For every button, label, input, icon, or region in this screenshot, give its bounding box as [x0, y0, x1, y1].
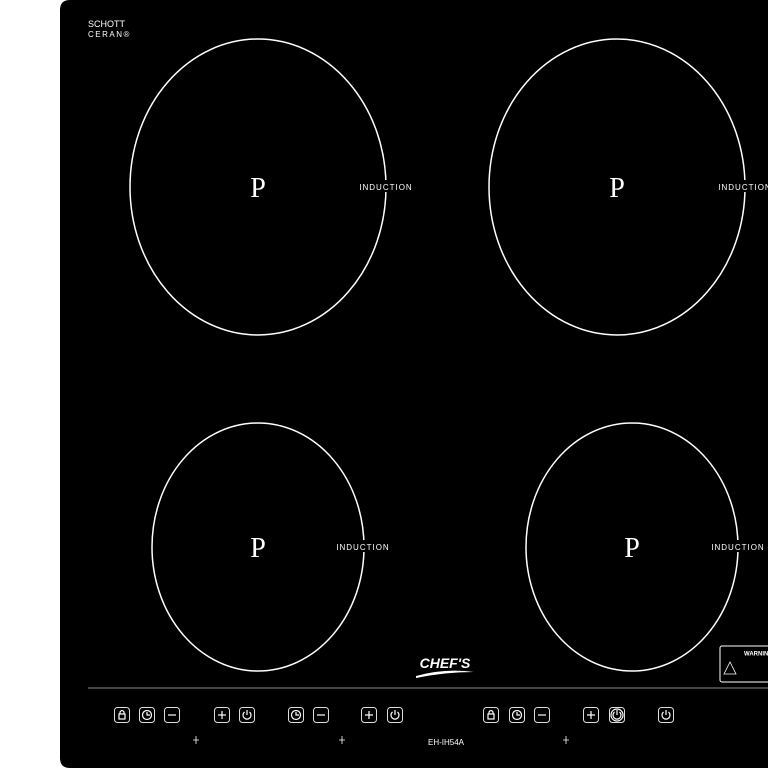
button-frame	[313, 707, 329, 723]
label-backing	[348, 180, 424, 192]
label-backing	[325, 540, 401, 552]
button-frame	[583, 707, 599, 723]
touch-power2[interactable]	[609, 707, 625, 723]
touch-power[interactable]	[387, 707, 403, 723]
button-frame	[288, 707, 304, 723]
zone-symbol: P	[250, 533, 266, 564]
icon	[661, 711, 671, 720]
zone-symbol: P	[609, 173, 625, 204]
icon	[488, 709, 494, 714]
chefs-logo: CHEF'S	[416, 655, 474, 678]
button-frame	[214, 707, 230, 723]
brand-line2: CERAN®	[88, 30, 131, 39]
button-frame	[483, 707, 499, 723]
touch-plus[interactable]	[361, 707, 377, 723]
zone-indicator	[563, 736, 569, 744]
icon	[119, 709, 125, 714]
warning-label: WARNING	[719, 645, 768, 683]
touch-minus[interactable]	[534, 707, 550, 723]
zone-label: INDUCTION	[359, 183, 412, 192]
touch-timer[interactable]	[288, 707, 304, 723]
zone-label: INDUCTION	[718, 183, 768, 192]
zone-label: INDUCTION	[711, 543, 764, 552]
zone-symbol: P	[250, 173, 266, 204]
touch-power[interactable]	[658, 707, 674, 723]
brand-line1: SCHOTT	[88, 19, 126, 29]
touch-timer[interactable]	[139, 707, 155, 723]
touch-power[interactable]	[239, 707, 255, 723]
icon	[516, 712, 520, 716]
logo-swoosh	[416, 670, 474, 678]
touch-minus[interactable]	[313, 707, 329, 723]
icon	[487, 713, 495, 720]
button-frame	[164, 707, 180, 723]
button-frame	[361, 707, 377, 723]
cooking-zone: P INDUCTION	[488, 38, 768, 336]
touch-lock[interactable]	[114, 707, 130, 723]
label-backing	[707, 180, 768, 192]
zone-indicator	[193, 736, 199, 744]
button-frame	[609, 707, 625, 723]
icon	[610, 708, 624, 722]
cooking-zone: P INDUCTION	[129, 38, 424, 336]
button-frame	[509, 707, 525, 723]
icon	[290, 709, 302, 721]
cooking-zone: P INDUCTION	[525, 422, 768, 672]
button-frame	[114, 707, 130, 723]
glass-panel	[60, 0, 768, 768]
icon	[612, 711, 622, 720]
logo-text: CHEF'S	[420, 655, 471, 671]
model-number: EH-IH54A	[428, 738, 465, 747]
button-frame	[658, 707, 674, 723]
zone-label: INDUCTION	[336, 543, 389, 552]
icon	[511, 709, 523, 721]
zone-indicator	[339, 736, 345, 744]
button-frame	[534, 707, 550, 723]
icon	[242, 711, 252, 720]
touch-plus[interactable]	[583, 707, 599, 723]
icon	[390, 711, 400, 720]
touch-lock[interactable]	[483, 707, 499, 723]
button-frame	[387, 707, 403, 723]
label-backing	[700, 540, 768, 552]
touch-timer[interactable]	[509, 707, 525, 723]
cooking-zone: P INDUCTION	[151, 422, 401, 672]
warning-icon	[723, 661, 737, 675]
icon	[118, 713, 126, 720]
button-frame	[139, 707, 155, 723]
button-frame	[239, 707, 255, 723]
icon	[141, 709, 153, 721]
zone-symbol: P	[624, 533, 640, 564]
touch-plus[interactable]	[214, 707, 230, 723]
touch-minus[interactable]	[164, 707, 180, 723]
icon	[146, 712, 150, 716]
icon	[295, 712, 299, 716]
warning-box	[719, 645, 768, 683]
warning-title: WARNING	[744, 652, 768, 658]
